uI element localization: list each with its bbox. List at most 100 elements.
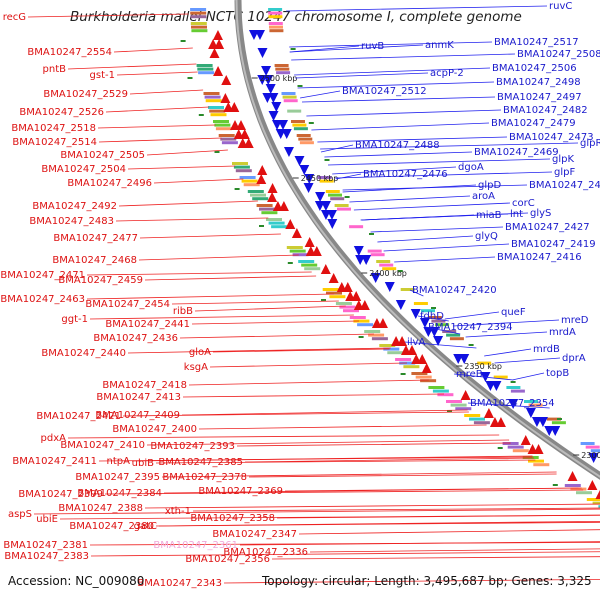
gene-label-bma10247_2388[interactable]: BMA10247_2388 bbox=[58, 503, 143, 514]
gene-label-bma10247_2441[interactable]: BMA10247_2441 bbox=[105, 319, 190, 330]
gene-label-bma10247_2343[interactable]: BMA10247_2343 bbox=[137, 578, 222, 589]
gene-label-bma10247_2380[interactable]: BMA10247_2380 bbox=[69, 521, 154, 532]
gene-label-bma10247_2419[interactable]: BMA10247_2419 bbox=[511, 239, 596, 250]
gene-label-mred[interactable]: mreD bbox=[561, 315, 589, 326]
gene-label-bma10247_2498[interactable]: BMA10247_2498 bbox=[496, 77, 581, 88]
gene-label-acpp-2[interactable]: acpP-2 bbox=[430, 68, 464, 79]
gene-label-bma10247_2463[interactable]: BMA10247_2463 bbox=[0, 294, 85, 305]
gene-label-dgoa[interactable]: dgoA bbox=[458, 162, 484, 173]
gene-label-ruvb[interactable]: ruvB bbox=[361, 41, 384, 52]
gene-label-bma10247_2482[interactable]: BMA10247_2482 bbox=[503, 105, 588, 116]
gene-label-anmk[interactable]: anmK bbox=[425, 40, 454, 51]
gene-label-bma10247_2454[interactable]: BMA10247_2454 bbox=[85, 299, 170, 310]
gene-label-bma10247_2358[interactable]: BMA10247_2358 bbox=[190, 513, 275, 524]
gene-label-mreb[interactable]: mreB bbox=[456, 369, 483, 380]
gene-label-bma10247_2369[interactable]: BMA10247_2369 bbox=[198, 486, 283, 497]
gene-label-bma10247_2440[interactable]: BMA10247_2440 bbox=[41, 348, 126, 359]
gene-label-bma10247_2395[interactable]: BMA10247_2395 bbox=[75, 472, 160, 483]
gene-label-bma10247_2393[interactable]: BMA10247_2393 bbox=[150, 441, 235, 452]
gene-label-glpr[interactable]: glpR bbox=[580, 138, 600, 149]
gene-label-bma10247_2411[interactable]: BMA10247_2411 bbox=[12, 456, 97, 467]
gene-label-bma10247_2497[interactable]: BMA10247_2497 bbox=[497, 92, 582, 103]
gene-label-miab[interactable]: miaB bbox=[476, 210, 502, 221]
gene-label-glpf[interactable]: glpF bbox=[554, 167, 575, 178]
gene-label-bma10247_2436[interactable]: BMA10247_2436 bbox=[93, 333, 178, 344]
gene-label-bma10247_2554[interactable]: BMA10247_2554 bbox=[27, 47, 112, 58]
gene-label-mrda[interactable]: mrdA bbox=[549, 327, 576, 338]
gene-label-ilva[interactable]: ilvA bbox=[407, 337, 425, 348]
gene-label-bma10247_2476[interactable]: BMA10247_2476 bbox=[363, 169, 448, 180]
gene-label-bma10247_2416[interactable]: BMA10247_2416 bbox=[497, 252, 582, 263]
gene-label-pntb[interactable]: pntB bbox=[43, 64, 67, 75]
gene-label-bma10247_2400[interactable]: BMA10247_2400 bbox=[112, 424, 197, 435]
gene-label-quef[interactable]: queF bbox=[501, 307, 526, 318]
gene-label-ribb[interactable]: ribB bbox=[173, 306, 193, 317]
gene-label-bma10247_2471[interactable]: BMA10247_2471 bbox=[0, 270, 85, 281]
gene-label-asps[interactable]: aspS bbox=[8, 509, 32, 520]
gene-label-bma10247_2413[interactable]: BMA10247_2413 bbox=[96, 392, 181, 403]
gene-label-bma10247_2505[interactable]: BMA10247_2505 bbox=[60, 150, 145, 161]
gene-label-bma10247_2383[interactable]: BMA10247_2383 bbox=[4, 551, 89, 562]
gene-label-bma10247_2385[interactable]: BMA10247_2385 bbox=[158, 457, 243, 468]
gene-label-bma10247_2512[interactable]: BMA10247_2512 bbox=[342, 86, 427, 97]
gene-label-bma10247_2384[interactable]: BMA10247_2384 bbox=[77, 488, 162, 499]
gene-label-gloa[interactable]: gloA bbox=[189, 347, 211, 358]
gene-label-bma10247_2514[interactable]: BMA10247_2514 bbox=[12, 137, 97, 148]
gene-label-bma10247_2361[interactable]: BMA10247_2361 bbox=[153, 540, 238, 551]
gene-label-bma10247_2347[interactable]: BMA10247_2347 bbox=[212, 529, 297, 540]
gene-label-ubib[interactable]: ubiB bbox=[132, 458, 154, 469]
gene-label-bma10247_2459[interactable]: BMA10247_2459 bbox=[58, 275, 143, 286]
gene-label-bma10247_2529[interactable]: BMA10247_2529 bbox=[43, 89, 128, 100]
gene-label-bma10247_2517[interactable]: BMA10247_2517 bbox=[494, 37, 579, 48]
gene-label-bma10247_2427[interactable]: BMA10247_2427 bbox=[505, 222, 590, 233]
gene-label-mrdb[interactable]: mrdB bbox=[533, 344, 560, 355]
gene-label-bma10247_2410[interactable]: BMA10247_2410 bbox=[60, 440, 145, 451]
gene-label-aroa[interactable]: aroA bbox=[472, 191, 495, 202]
gene-label-bma10247_2381[interactable]: BMA10247_2381 bbox=[3, 540, 88, 551]
gene-label-ksga[interactable]: ksgA bbox=[184, 362, 208, 373]
gene-label-dpra[interactable]: dprA bbox=[562, 353, 586, 364]
gene-label-bma10247_2378[interactable]: BMA10247_2378 bbox=[162, 472, 247, 483]
gene-label-bma10247_2492[interactable]: BMA10247_2492 bbox=[32, 201, 117, 212]
gene-label-gst-1[interactable]: gst-1 bbox=[90, 70, 115, 81]
gene-label-recg[interactable]: recG bbox=[3, 12, 26, 23]
gene-label-ruvc[interactable]: ruvC bbox=[549, 1, 572, 12]
gene-label-topb[interactable]: topB bbox=[546, 368, 569, 379]
gene-label-bma10247_2496[interactable]: BMA10247_2496 bbox=[67, 178, 152, 189]
gene-label-bma10247_2468[interactable]: BMA10247_2468 bbox=[52, 255, 137, 266]
gene-label-bma10247_2504[interactable]: BMA10247_2504 bbox=[41, 164, 126, 175]
gene-label-bma10247_2336[interactable]: BMA10247_2336 bbox=[223, 547, 308, 558]
gene-label-bma10247_2469[interactable]: BMA10247_2469 bbox=[474, 147, 559, 158]
gene-label-xth-1[interactable]: xth-1 bbox=[165, 506, 191, 517]
gene-label-bma10247_2526[interactable]: BMA10247_2526 bbox=[19, 107, 104, 118]
gene-label-ubie[interactable]: ubiE bbox=[36, 514, 58, 525]
gene-label-ggt-1[interactable]: ggt-1 bbox=[61, 314, 88, 325]
gene-label-bma10247_2473[interactable]: BMA10247_2473 bbox=[509, 132, 594, 143]
gene-label-bma10247_2483[interactable]: BMA10247_2483 bbox=[29, 216, 114, 227]
gene-label-bma10247_2488[interactable]: BMA10247_2488 bbox=[355, 140, 440, 151]
gene-label-glys[interactable]: glyS bbox=[530, 208, 551, 219]
gene-label-bma10247_2354[interactable]: BMA10247_2354 bbox=[470, 398, 555, 409]
gene-label-bma10247_2446[interactable]: BMA10247_2446 bbox=[529, 180, 600, 191]
gene-label-bma10247_2409[interactable]: BMA10247_2409 bbox=[95, 410, 180, 421]
gene-label-ntpa[interactable]: ntpA bbox=[107, 456, 131, 467]
gene-label-bma10247_2356[interactable]: BMA10247_2356 bbox=[185, 554, 270, 565]
gene-label-glpd[interactable]: glpD bbox=[478, 180, 501, 191]
gene-label-bma10247_2399[interactable]: BMA10247_2399 bbox=[18, 489, 103, 500]
gene-label-corc[interactable]: corC bbox=[512, 198, 535, 209]
gene-label-gatc[interactable]: gatC bbox=[134, 521, 157, 532]
gene-label-pdxa[interactable]: pdxA bbox=[41, 433, 67, 444]
gene-label-bma10247_2479[interactable]: BMA10247_2479 bbox=[491, 118, 576, 129]
gene-label-glyq[interactable]: glyQ bbox=[475, 231, 498, 242]
gene-label-bma10247_2518[interactable]: BMA10247_2518 bbox=[11, 123, 96, 134]
gene-label-glpk[interactable]: glpK bbox=[552, 154, 574, 165]
gene-label-bma10247_2420[interactable]: BMA10247_2420 bbox=[412, 285, 497, 296]
gene-label-lnt[interactable]: lnt bbox=[510, 209, 523, 220]
gene-label-bma10247_2418[interactable]: BMA10247_2418 bbox=[102, 380, 187, 391]
gene-label-bma10247_2421[interactable]: BMA10247_2421 bbox=[36, 411, 121, 422]
gene-label-bma10247_2394[interactable]: BMA10247_2394 bbox=[428, 322, 513, 333]
gene-label-fdhd[interactable]: fdhD bbox=[420, 311, 444, 322]
gene-label-bma10247_2508[interactable]: BMA10247_2508 bbox=[517, 49, 600, 60]
gene-label-bma10247_2506[interactable]: BMA10247_2506 bbox=[492, 63, 577, 74]
